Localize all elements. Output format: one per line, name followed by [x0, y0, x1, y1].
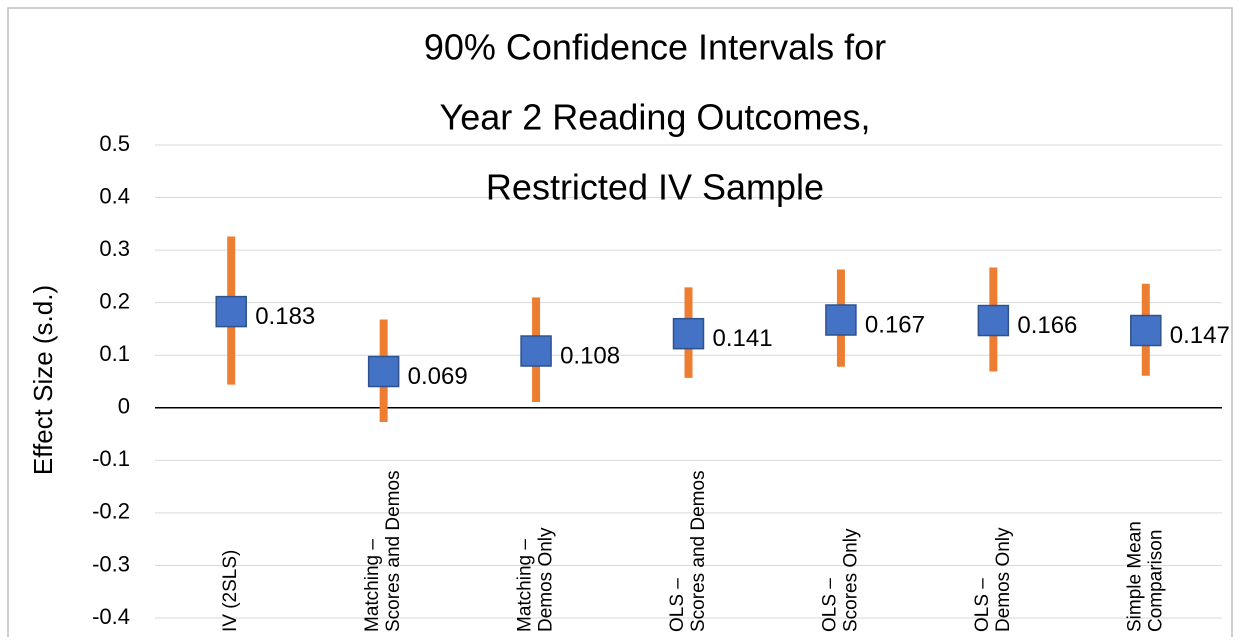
x-tick-label: OLS – — [972, 578, 993, 632]
x-tick-label: Matching – — [515, 539, 536, 632]
point-estimate — [520, 335, 552, 367]
chart-title: 90% Confidence Intervals for — [424, 27, 886, 68]
y-tick-label: 0.2 — [99, 288, 130, 313]
point-estimate — [977, 304, 1010, 337]
y-tick-label: -0.3 — [92, 551, 130, 576]
chart-title: Restricted IV Sample — [486, 167, 824, 208]
x-tick-label: Demos Only — [993, 527, 1014, 632]
y-tick-label: -0.1 — [92, 446, 130, 471]
y-tick-label: -0.4 — [92, 604, 130, 629]
y-tick-label: 0.3 — [99, 236, 130, 261]
data-label: 0.183 — [255, 303, 315, 330]
x-tick-label: Matching – — [362, 539, 383, 632]
data-label: 0.069 — [408, 363, 468, 390]
data-label: 0.167 — [865, 311, 925, 338]
point-estimate — [825, 304, 857, 336]
y-tick-label: -0.2 — [92, 499, 130, 524]
x-tick-label: Demos Only — [536, 527, 557, 632]
x-tick-label: OLS – — [819, 578, 840, 632]
x-tick-label: OLS – — [667, 578, 688, 632]
y-tick-label: 0.5 — [99, 131, 130, 156]
x-tick-label: Comparison — [1145, 530, 1166, 632]
data-label: 0.108 — [560, 342, 620, 369]
chart-frame — [7, 7, 1233, 642]
y-tick-label: 0 — [118, 394, 130, 419]
data-label: 0.147 — [1170, 322, 1230, 349]
y-tick-label: 0.1 — [99, 341, 130, 366]
point-estimate — [215, 295, 247, 328]
y-tick-label: 0.4 — [99, 183, 130, 208]
x-tick-label: IV (2SLS) — [220, 550, 241, 632]
x-tick-label: Scores and Demos — [688, 470, 709, 632]
y-axis-label: Effect Size (s.d.) — [28, 285, 58, 475]
point-estimate — [367, 355, 400, 388]
x-tick-label: Simple Mean — [1124, 521, 1145, 632]
x-tick-label: Scores Only — [840, 528, 861, 632]
chart-title: Year 2 Reading Outcomes, — [440, 97, 871, 138]
data-label: 0.141 — [713, 325, 773, 352]
data-label: 0.166 — [1017, 312, 1077, 339]
point-estimate — [672, 317, 705, 350]
x-tick-label: Scores and Demos — [383, 470, 404, 632]
point-estimate — [1130, 314, 1162, 347]
